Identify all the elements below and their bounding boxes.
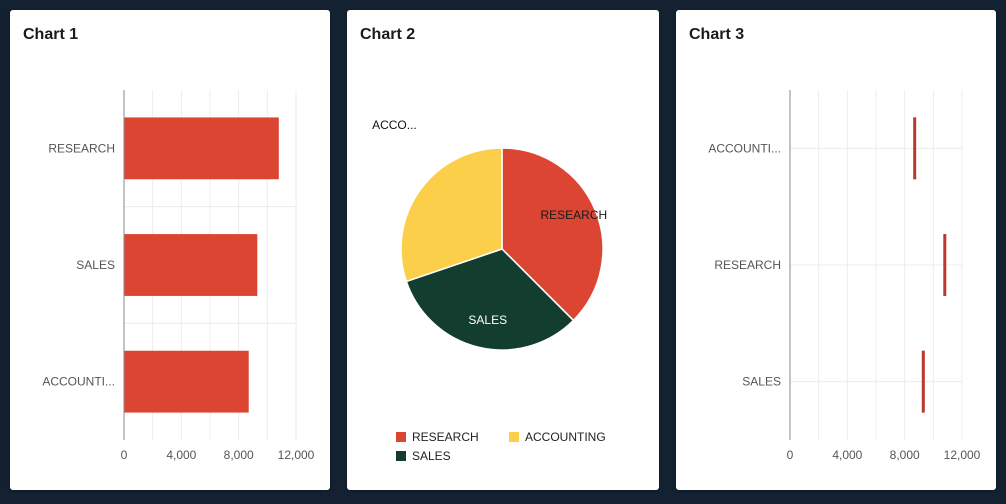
legend-swatch — [509, 432, 519, 442]
pie-slice-1 — [501, 147, 604, 322]
bar-3 — [124, 350, 249, 413]
chart-1-title: Chart 1 — [23, 26, 79, 43]
bar-chart: RESEARCH SALES ACCOUNTI... 0 4,000 8,000 12,00… — [42, 90, 315, 462]
x-tick-label: 8,000 — [224, 448, 254, 462]
y-tick-label: SALES — [742, 375, 781, 389]
slice-label: RESEARCH — [541, 208, 608, 222]
y-tick-label: ACCOUNTI... — [42, 375, 115, 389]
x-tick-label: 4,000 — [166, 448, 196, 462]
y-tick-label: RESEARCH — [714, 258, 781, 272]
x-tick-label: 0 — [121, 448, 128, 462]
pie-slice-3 — [400, 147, 503, 283]
y-tick-label: RESEARCH — [48, 141, 115, 155]
pie-chart: RESEARCH SALES ACCO... RESEARCH ACCOUNTING SA… — [372, 118, 608, 463]
legend-label: RESEARCH — [412, 430, 479, 444]
y-tick-label: SALES — [76, 258, 115, 272]
x-tick-label: 12,000 — [944, 448, 981, 462]
legend-label: ACCOUNTING — [525, 430, 606, 444]
x-tick-label: 0 — [787, 448, 794, 462]
chart-3-title: Chart 3 — [689, 26, 745, 43]
scatter-chart: ACCOUNTI... RESEARCH SALES 0 4,000 8,000 12,00… — [708, 90, 981, 462]
bar-1 — [124, 117, 279, 180]
legend-swatch — [396, 432, 406, 442]
slice-label: SALES — [468, 313, 507, 327]
x-tick-label: 4,000 — [832, 448, 862, 462]
legend-label: SALES — [412, 449, 451, 463]
chart-card-3: Chart 3 ACCOUNTI... RESEARCH SALES 0 4,000 8,… — [676, 10, 996, 490]
slice-label: ACCO... — [372, 118, 417, 132]
pie-slice-2 — [405, 248, 575, 351]
bar-2 — [124, 234, 258, 296]
x-tick-label: 12,000 — [278, 448, 315, 462]
legend-swatch — [396, 451, 406, 461]
chart-card-1: Chart 1 RESEARCH SALES ACCOUNTI... 0 4,000 8,… — [10, 10, 330, 490]
chart-2-title: Chart 2 — [360, 26, 416, 43]
y-tick-label: ACCOUNTI... — [708, 141, 781, 155]
x-tick-label: 8,000 — [890, 448, 920, 462]
chart-card-2: Chart 2 RESEARCH SALES ACCO... RESEARCH ACCO… — [347, 10, 659, 490]
